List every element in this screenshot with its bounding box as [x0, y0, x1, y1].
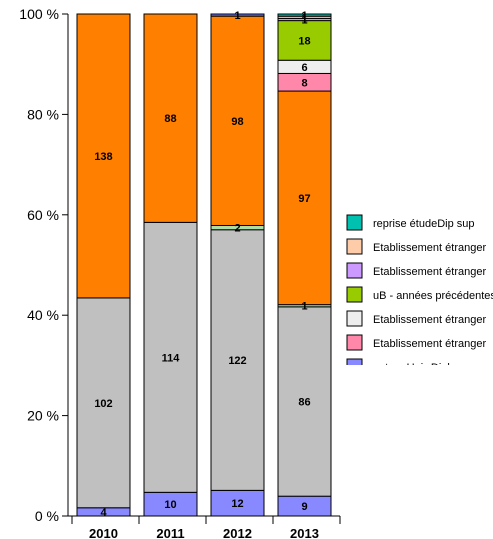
y-tick-label: 80 %: [27, 106, 59, 122]
data-label: 102: [94, 398, 112, 410]
data-label: 10: [164, 499, 176, 511]
legend-entries: reprise étudeDip sup Etablissement étrang…: [346, 214, 493, 422]
bars-layer: [76, 13, 332, 517]
bar-segment: [277, 90, 332, 306]
data-label: 1: [301, 12, 307, 24]
y-tick-label: 60 %: [27, 207, 59, 223]
data-label: 98: [231, 116, 243, 128]
bar-segment: [210, 489, 265, 517]
bar-segment: [277, 20, 332, 61]
bar-segment: [210, 229, 265, 491]
legend-swatch: [346, 310, 363, 327]
x-tick-label: 2013: [290, 526, 319, 539]
data-label: 97: [298, 193, 310, 205]
bar-segment: [210, 13, 265, 17]
data-label: 6: [301, 62, 307, 74]
x-tick-label: 2012: [223, 526, 252, 539]
legend-label: Droit - l'Université: [373, 410, 459, 422]
legend-swatch: [346, 286, 363, 303]
data-label: 86: [298, 397, 310, 409]
legend-label: Etablissement étranger: [373, 266, 486, 278]
legend-label: Etablissement étranger: [373, 242, 486, 254]
legend: reprise étudeDip sup Etablissement étrang…: [346, 214, 493, 422]
data-label: 1: [301, 15, 307, 27]
data-label: 114: [162, 352, 181, 364]
data-label: 2: [234, 223, 240, 235]
bar-segment: [76, 13, 131, 299]
legend-label: Etablissement étranger: [373, 314, 486, 326]
data-label: 138: [94, 151, 112, 163]
data-label: 122: [228, 355, 246, 367]
axis-layer: 0 % 20 % 40 % 60 % 80 % 100 % 2010 2011 2012 2013: [19, 6, 341, 539]
data-label: 9: [301, 501, 307, 513]
legend-swatch: [346, 334, 363, 351]
legend-swatch: [347, 407, 362, 422]
legend-swatch: [346, 238, 363, 255]
bar-segment: [143, 13, 198, 223]
bar-segment: [277, 306, 332, 497]
y-tick-label: 40 %: [27, 307, 59, 323]
legend-label: uB années précédentes: [373, 386, 490, 398]
data-label: 1: [301, 301, 307, 313]
y-tick-label: 100 %: [19, 6, 59, 22]
data-label: 4: [100, 507, 107, 519]
y-tick-label: 20 %: [27, 408, 59, 424]
legend-label: autres Univ.Diplome: [373, 362, 471, 374]
bar-segment: [76, 297, 131, 509]
legend-swatch: [346, 214, 363, 231]
x-tick-label: 2010: [89, 526, 118, 539]
legend-label: Etablissement étranger: [373, 338, 486, 350]
data-label: 12: [231, 498, 243, 510]
data-label: 1: [301, 10, 307, 22]
x-tick-label: 2011: [156, 526, 184, 539]
legend-swatch: [346, 358, 363, 365]
legend-label: uB - années précédentes: [373, 290, 493, 302]
bar-segment: [277, 13, 332, 17]
legend-label: reprise étudeDip sup: [373, 218, 475, 230]
data-label: 1: [234, 10, 240, 22]
legend-swatch: [346, 262, 363, 279]
data-label: 18: [298, 35, 310, 47]
legend-swatch: [347, 383, 362, 398]
y-tick-label: 0 %: [35, 508, 59, 524]
bar-segment: [210, 15, 265, 226]
data-label: 88: [164, 113, 176, 125]
data-label: 8: [301, 77, 307, 89]
